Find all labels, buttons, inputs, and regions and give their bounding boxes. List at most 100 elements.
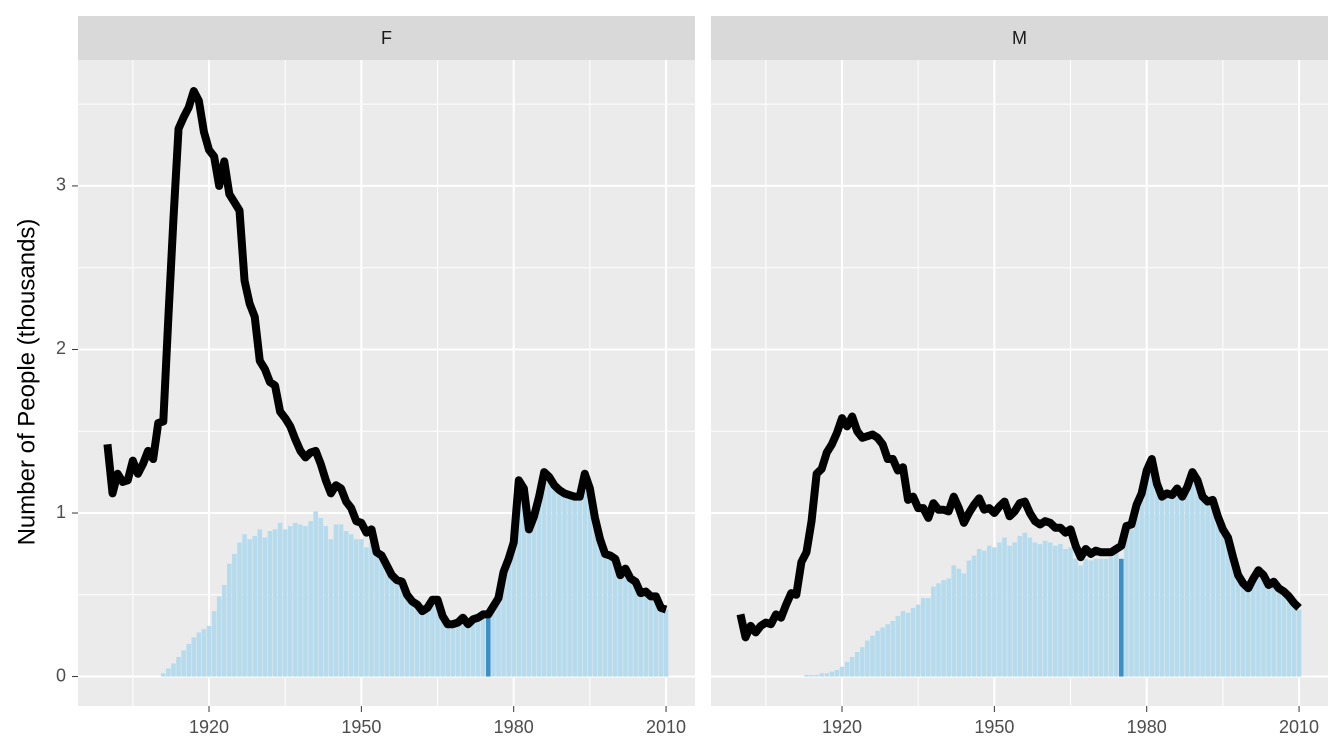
strip (78, 16, 695, 60)
strip-title: M (1012, 28, 1027, 48)
bar (455, 622, 461, 677)
bar (435, 601, 440, 677)
bar (318, 517, 324, 677)
x-tick-label: 1950 (341, 717, 381, 737)
bar (1098, 558, 1104, 677)
bar (384, 563, 390, 677)
bar (824, 673, 830, 677)
bar (1296, 609, 1302, 677)
bar (1195, 485, 1200, 677)
bar (257, 529, 263, 677)
bar (905, 612, 911, 677)
bar (971, 555, 977, 677)
bar (976, 548, 982, 677)
bar (854, 652, 860, 677)
bar (216, 596, 222, 677)
bar (491, 606, 496, 677)
bar (348, 534, 354, 677)
bar (1225, 539, 1231, 677)
bar (1108, 557, 1114, 677)
bar (1124, 532, 1129, 677)
bar (572, 496, 577, 677)
bar (562, 493, 567, 677)
bar (1266, 584, 1271, 677)
y-axis-title: Number of People (thousands) (13, 219, 40, 546)
bar (440, 614, 445, 677)
bar (860, 647, 865, 677)
bar (936, 583, 941, 677)
bar (597, 539, 603, 677)
bar (541, 480, 547, 677)
bar (369, 542, 374, 677)
bar (242, 534, 247, 677)
bar (313, 511, 318, 677)
bar (516, 488, 522, 677)
bar (267, 531, 273, 677)
y-tick-label: 1 (56, 502, 66, 522)
bar (941, 580, 946, 677)
bar (900, 611, 906, 677)
bar (196, 632, 202, 677)
bar (1179, 498, 1185, 677)
bar (1276, 589, 1282, 677)
bar (829, 671, 835, 677)
bar (834, 670, 840, 677)
bar (633, 581, 638, 677)
x-tick-label: 1920 (822, 717, 862, 737)
x-tick-label: 1950 (974, 717, 1014, 737)
bar (623, 568, 628, 677)
bar (1134, 509, 1139, 677)
bar (1129, 529, 1134, 677)
bar (293, 522, 298, 677)
bar (252, 535, 258, 677)
bar (303, 526, 308, 677)
bar (171, 663, 176, 677)
bar (1088, 560, 1094, 677)
bar (1032, 542, 1038, 677)
bar (1245, 588, 1251, 677)
bar (875, 630, 880, 677)
bar (890, 620, 896, 677)
bar (612, 558, 618, 677)
bar (262, 537, 268, 677)
bar (460, 617, 466, 677)
bar (374, 553, 379, 677)
bar (379, 555, 384, 677)
bar (819, 673, 824, 677)
bar (282, 529, 288, 677)
bar (1058, 544, 1063, 677)
bar (1093, 558, 1099, 677)
bar (567, 495, 572, 677)
bar (1027, 537, 1033, 677)
line (103, 87, 668, 629)
x-tick-label: 2010 (646, 717, 686, 737)
bar (844, 661, 850, 677)
bar (181, 650, 186, 677)
bar (338, 524, 344, 677)
bar (425, 607, 430, 677)
bar (343, 531, 349, 677)
bar (986, 545, 992, 677)
bar (931, 586, 936, 677)
strip (711, 16, 1328, 60)
bar (1291, 604, 1297, 677)
bar (247, 539, 252, 677)
bar (1286, 598, 1292, 677)
bar (323, 526, 329, 677)
bar (1164, 496, 1170, 677)
bar (227, 563, 232, 677)
bar (1235, 575, 1241, 677)
x-tick-label: 1980 (494, 717, 534, 737)
bar (607, 555, 613, 677)
y-tick-label: 2 (56, 338, 66, 358)
y-tick-label: 3 (56, 175, 66, 195)
bar (1012, 542, 1017, 677)
bar (582, 480, 588, 677)
bar (1169, 496, 1175, 677)
y-tick-label: 0 (56, 665, 66, 685)
bar (1281, 593, 1287, 677)
bar (981, 550, 987, 677)
bar (1154, 490, 1160, 677)
bar (880, 627, 885, 677)
bar (420, 609, 425, 677)
